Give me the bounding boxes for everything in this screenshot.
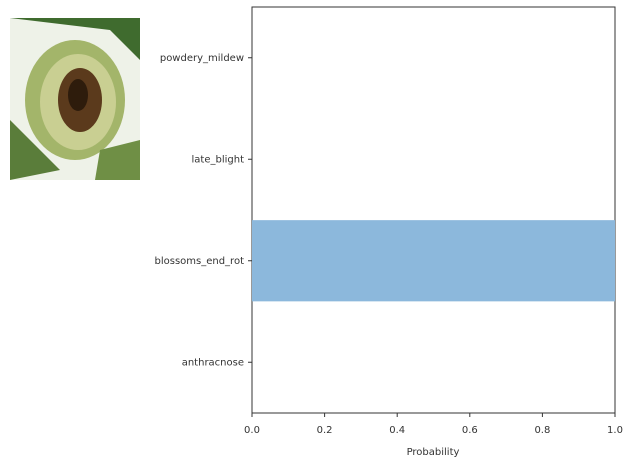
x-tick-label: 0.0 [244, 425, 260, 436]
x-tick-label: 0.6 [462, 425, 478, 436]
input-image [10, 18, 140, 180]
y-tick-label: powdery_mildew [160, 53, 244, 64]
x-tick-label: 0.4 [389, 425, 405, 436]
x-tick-label: 0.2 [317, 425, 333, 436]
x-axis-label: Probability [407, 447, 460, 458]
y-tick-label: late_blight [192, 154, 245, 165]
y-tick-label: anthracnose [182, 357, 244, 368]
x-tick-label: 1.0 [607, 425, 623, 436]
chart: Probability 0.0 0.2 0.4 0.6 0.8 1.0 powdery_mi… [0, 0, 633, 461]
plot-frame [252, 7, 615, 413]
y-tick-label: blossoms_end_rot [154, 256, 244, 267]
bar [252, 220, 615, 301]
x-tick-label: 0.8 [534, 425, 550, 436]
